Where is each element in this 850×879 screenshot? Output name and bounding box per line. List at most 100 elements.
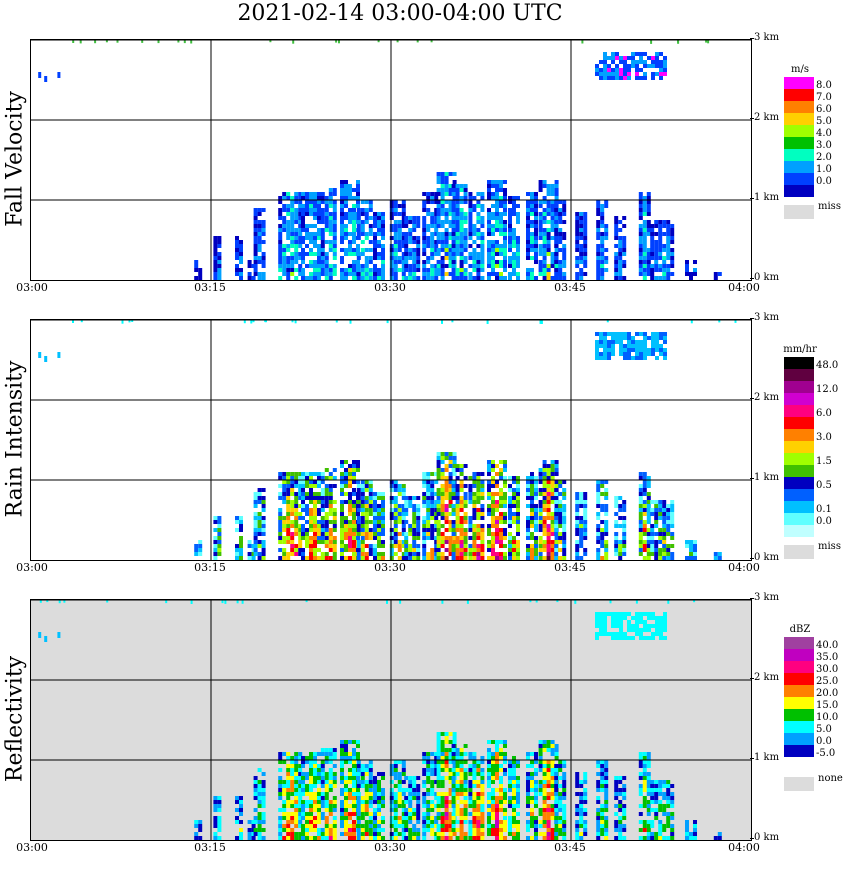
rain-intensity-echo-cell <box>445 528 449 532</box>
reflectivity-echo-cell <box>416 816 420 820</box>
fall-velocity-echo-cell <box>437 172 441 176</box>
rain-intensity-echo-cell <box>352 540 356 544</box>
reflectivity-echo-cell <box>278 760 282 764</box>
fall-velocity-echo-cell <box>516 216 520 220</box>
fall-velocity-echo-cell <box>495 264 499 268</box>
reflectivity-echo-cell <box>305 820 309 824</box>
fall-velocity-ytick-label: 3 km <box>754 32 779 43</box>
fall-velocity-echo-cell <box>344 276 348 280</box>
reflectivity-echo-cell <box>430 780 434 784</box>
rain-intensity-upper-cloud-cell <box>599 332 603 336</box>
fall-velocity-echo-cell <box>445 212 449 216</box>
reflectivity-echo-cell <box>321 800 325 804</box>
fall-velocity-echo-cell <box>512 228 516 232</box>
rain-intensity-echo-cell <box>508 544 512 548</box>
reflectivity-echo-cell <box>278 796 282 800</box>
fall-velocity-echo-cell <box>445 236 449 240</box>
fall-velocity-echo-cell <box>491 224 495 228</box>
reflectivity-echo-cell <box>512 820 516 824</box>
fall-velocity-echo-cell <box>365 216 369 220</box>
fall-velocity-echo-cell <box>464 196 468 200</box>
reflectivity-echo-cell <box>286 772 290 776</box>
reflectivity-echo-cell <box>437 828 441 832</box>
reflectivity-echo-cell <box>361 808 365 812</box>
rain-intensity-echo-cell <box>503 516 507 520</box>
fall-velocity-echo-cell <box>526 240 530 244</box>
fall-velocity-echo-cell <box>305 208 309 212</box>
fall-velocity-echo-cell <box>361 268 365 272</box>
fall-velocity-echo-cell <box>666 236 670 240</box>
reflectivity-ylabel-text: Reflectivity <box>3 656 28 782</box>
fall-velocity-echo-cell <box>340 192 344 196</box>
rain-intensity-echo-cell <box>365 536 369 540</box>
fall-velocity-echo-cell <box>639 268 643 272</box>
reflectivity-echo-cell <box>456 784 460 788</box>
fall-velocity-echo-cell <box>217 252 221 256</box>
rain-intensity-echo-cell <box>412 552 416 556</box>
fall-velocity-echo-cell <box>503 208 507 212</box>
rain-intensity-echo-cell <box>377 496 381 500</box>
reflectivity-echo-cell <box>321 816 325 820</box>
reflectivity-echo-cell <box>422 772 426 776</box>
fall-velocity-echo-cell <box>558 232 562 236</box>
reflectivity-echo-cell <box>365 764 369 768</box>
rain-intensity-echo-cell <box>381 552 385 556</box>
rain-intensity-colorbar-swatch <box>784 513 814 525</box>
fall-velocity-echo-cell <box>516 264 520 268</box>
rain-intensity-echo-cell <box>562 504 566 508</box>
fall-velocity-echo-cell <box>373 252 377 256</box>
fall-velocity-echo-cell <box>317 252 321 256</box>
reflectivity-echo-cell <box>325 824 329 828</box>
fall-velocity-echo-cell <box>430 216 434 220</box>
reflectivity-echo-cell <box>464 812 468 816</box>
rain-intensity-echo-cell <box>369 552 373 556</box>
fall-velocity-echo-cell <box>445 208 449 212</box>
rain-intensity-echo-cell <box>301 548 305 552</box>
rain-intensity-echo-cell <box>416 512 420 516</box>
rain-intensity-echo-cell <box>512 512 516 516</box>
rain-intensity-echo-cell <box>495 556 499 560</box>
rain-intensity-echo-cell <box>685 556 689 560</box>
fall-velocity-echo-cell <box>344 204 348 208</box>
rain-intensity-echo-cell <box>618 508 622 512</box>
reflectivity-echo-cell <box>472 824 476 828</box>
fall-velocity-echo-cell <box>408 228 412 232</box>
reflectivity-echo-cell <box>258 828 262 832</box>
reflectivity-echo-cell <box>452 800 456 804</box>
reflectivity-echo-cell <box>361 776 365 780</box>
fall-velocity-echo-cell <box>408 220 412 224</box>
rain-intensity-echo-cell <box>361 552 365 556</box>
rain-intensity-missing-label: miss <box>818 541 841 552</box>
fall-velocity-echo-cell <box>305 196 309 200</box>
fall-velocity-echo-cell <box>361 220 365 224</box>
reflectivity-echo-cell <box>369 796 373 800</box>
fall-velocity-echo-cell <box>313 236 317 240</box>
rain-intensity-upper-cloud-cell <box>619 336 623 340</box>
fall-velocity-upper-cloud-cell <box>611 72 615 76</box>
rain-intensity-echo-cell <box>534 548 538 552</box>
rain-intensity-echo-cell <box>340 508 344 512</box>
fall-velocity-echo-cell <box>290 244 294 248</box>
rain-intensity-echo-cell <box>329 520 333 524</box>
reflectivity-echo-cell <box>412 796 416 800</box>
fall-velocity-echo-cell <box>404 232 408 236</box>
rain-intensity-echo-cell <box>662 508 666 512</box>
fall-velocity-echo-cell <box>290 216 294 220</box>
rain-intensity-echo-cell <box>317 492 321 496</box>
fall-velocity-echo-cell <box>547 192 551 196</box>
fall-velocity-echo-cell <box>534 228 538 232</box>
reflectivity-echo-cell <box>329 824 333 828</box>
reflectivity-echo-cell <box>464 796 468 800</box>
rain-intensity-echo-cell <box>381 512 385 516</box>
rain-intensity-echo-cell <box>402 528 406 532</box>
reflectivity-echo-cell <box>441 828 445 832</box>
reflectivity-echo-cell <box>305 832 309 836</box>
reflectivity-echo-cell <box>344 760 348 764</box>
reflectivity-echo-cell <box>426 804 430 808</box>
rain-intensity-echo-cell <box>495 552 499 556</box>
fall-velocity-echo-cell <box>441 188 445 192</box>
reflectivity-echo-cell <box>508 768 512 772</box>
fall-velocity-echo-cell <box>491 196 495 200</box>
fall-velocity-echo-cell <box>508 260 512 264</box>
rain-intensity-echo-cell <box>254 512 258 516</box>
